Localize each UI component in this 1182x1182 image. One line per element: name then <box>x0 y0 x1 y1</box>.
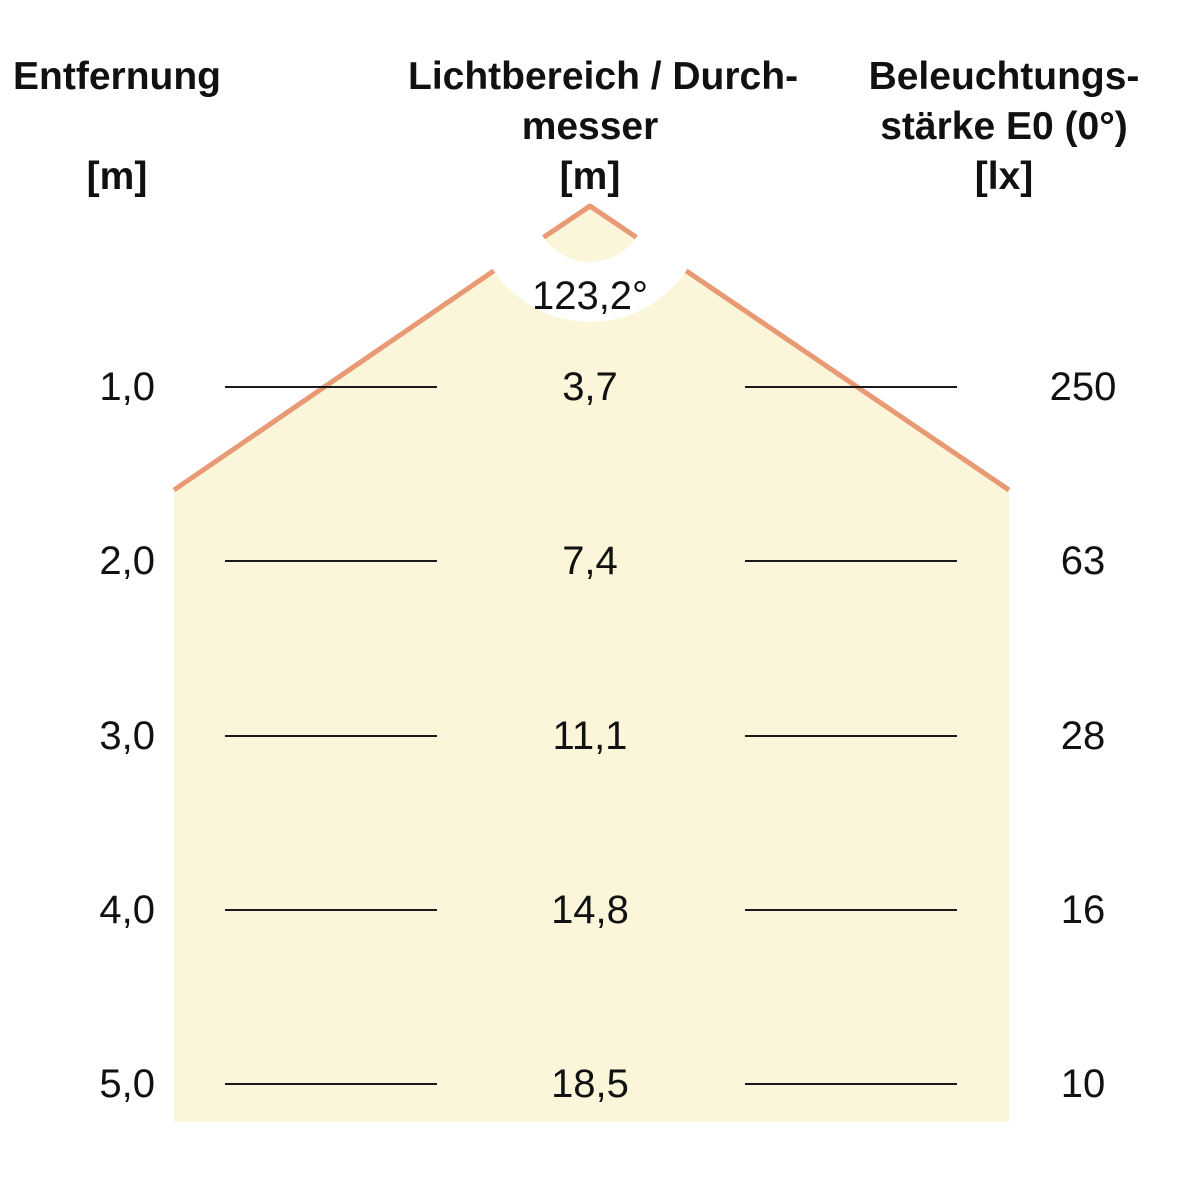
tick-line-right <box>745 909 957 911</box>
cone-apex-sector <box>543 206 637 262</box>
illuminance-value: 28 <box>1060 714 1106 758</box>
distance-value: 4,0 <box>99 888 155 932</box>
header-distance: Entfernung [m] <box>10 52 224 202</box>
diameter-value: 14,8 <box>551 888 629 932</box>
diameter-value: 3,7 <box>562 365 618 409</box>
beam-angle-label: 123,2° <box>531 274 649 318</box>
distance-value: 5,0 <box>99 1062 155 1106</box>
illuminance-value: 16 <box>1060 888 1106 932</box>
distance-value: 3,0 <box>99 714 155 758</box>
header-illuminance-title-line1: Beleuchtungs- <box>868 55 1140 98</box>
header-diameter-title-line2: messer <box>521 105 659 148</box>
illuminance-value: 63 <box>1060 539 1106 583</box>
tick-line-left <box>225 909 437 911</box>
header-diameter-title-line1: Lichtbereich / Durch- <box>408 55 799 98</box>
tick-line-right <box>745 735 957 737</box>
tick-line-left <box>225 735 437 737</box>
tick-line-right <box>745 386 957 388</box>
table-row: 1,0 3,7 250 <box>0 366 1182 408</box>
cone-apex-edge-stroke <box>542 203 638 240</box>
illuminance-value: 10 <box>1060 1062 1106 1106</box>
illuminance-value: 250 <box>1049 365 1117 409</box>
header-spacer <box>10 102 224 152</box>
table-row: 2,0 7,4 63 <box>0 540 1182 582</box>
tick-line-left <box>225 560 437 562</box>
distance-value: 2,0 <box>99 539 155 583</box>
cone-left-edge-stroke <box>172 268 496 493</box>
header-diameter-unit: [m] <box>559 155 621 198</box>
header-diameter: Lichtbereich / Durch- messer [m] <box>408 52 799 202</box>
header-illuminance: Beleuchtungs- stärke E0 (0°) [lx] <box>826 52 1182 202</box>
tick-line-right <box>745 560 957 562</box>
cone-right-edge-stroke <box>684 268 1011 493</box>
diameter-value: 18,5 <box>551 1062 629 1106</box>
header-distance-unit: [m] <box>86 155 148 198</box>
header-illuminance-unit: [lx] <box>974 155 1034 198</box>
tick-line-right <box>745 1083 957 1085</box>
diameter-value: 11,1 <box>552 714 628 758</box>
table-row: 3,0 11,1 28 <box>0 715 1182 757</box>
diameter-value: 7,4 <box>562 539 618 583</box>
table-row: 4,0 14,8 16 <box>0 889 1182 931</box>
table-row: 5,0 18,5 10 <box>0 1063 1182 1105</box>
distance-value: 1,0 <box>99 365 155 409</box>
header-distance-title: Entfernung <box>13 55 221 98</box>
tick-line-left <box>225 386 437 388</box>
header-illuminance-title-line2: stärke E0 (0°) <box>880 105 1128 148</box>
tick-line-left <box>225 1083 437 1085</box>
